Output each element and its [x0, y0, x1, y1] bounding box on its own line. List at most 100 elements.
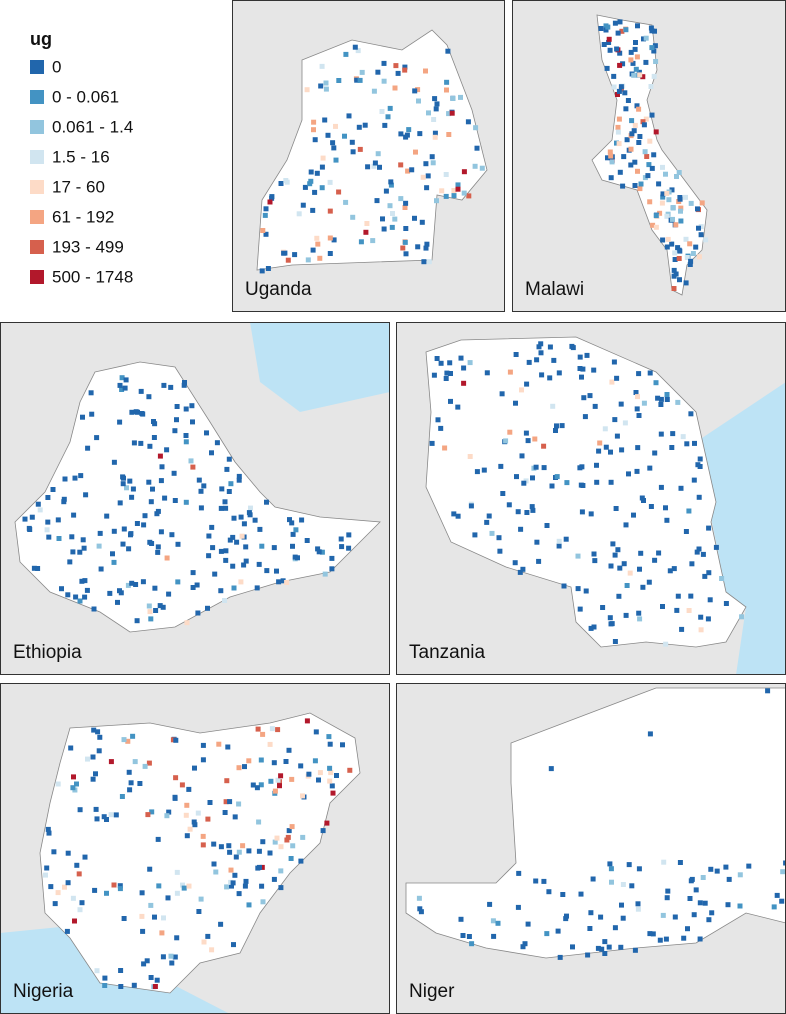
site-dot [687, 241, 693, 247]
site-dot [583, 588, 589, 594]
legend: 0 0 - 0.061 0.061 - 1.4 1.5 - 16 17 - 60 61 -… [30, 57, 133, 286]
site-dot [637, 186, 643, 192]
site-dot [290, 843, 296, 849]
site-dot [128, 780, 134, 786]
site-dot [223, 799, 229, 805]
site-dot [612, 20, 618, 26]
site-dot [331, 145, 337, 151]
site-dot [577, 606, 583, 612]
site-dot [315, 546, 321, 552]
site-dot [658, 431, 664, 437]
site-dot [642, 149, 648, 155]
site-dot [327, 741, 333, 747]
site-dot [187, 826, 193, 832]
site-dot [223, 557, 229, 563]
site-dot [611, 359, 617, 365]
site-dot [155, 836, 161, 842]
site-dot [45, 495, 51, 500]
site-dot [515, 509, 521, 515]
site-dot [172, 954, 178, 960]
site-dot [579, 374, 584, 380]
site-dot [647, 199, 653, 205]
site-dot [638, 550, 644, 556]
site-dot [577, 366, 583, 371]
site-dot [618, 944, 624, 950]
site-dot [675, 245, 681, 251]
site-dot [350, 149, 356, 155]
site-dot [696, 494, 702, 500]
site-dot [597, 440, 603, 446]
site-dot [616, 116, 622, 122]
site-dot [678, 218, 684, 224]
site-dot [681, 935, 687, 941]
site-dot [413, 149, 418, 155]
site-dot [524, 510, 530, 515]
site-dot [628, 49, 634, 55]
site-dot [619, 902, 624, 908]
site-dot [423, 161, 429, 167]
site-dot [117, 886, 123, 892]
site-dot [274, 835, 280, 841]
site-dot [211, 861, 217, 867]
site-dot [300, 202, 306, 208]
site-dot [473, 125, 479, 131]
site-dot [183, 406, 189, 412]
site-dot [211, 841, 217, 847]
site-dot [469, 941, 475, 947]
site-dot [127, 478, 133, 484]
site-dot [670, 216, 675, 222]
site-dot [198, 505, 204, 511]
site-dot [45, 519, 51, 525]
site-dot [339, 544, 345, 550]
site-dot [556, 543, 562, 549]
site-dot [516, 870, 522, 876]
site-dot [138, 440, 144, 446]
site-dot [304, 718, 310, 724]
site-dot [652, 43, 658, 49]
site-dot [371, 163, 377, 169]
site-dot [316, 777, 321, 783]
site-dot [123, 377, 129, 383]
site-dot [645, 173, 651, 179]
site-dot [61, 499, 67, 505]
site-dot [698, 224, 704, 230]
site-dot [129, 580, 135, 586]
panel-border [0, 322, 390, 675]
site-dot [663, 505, 668, 511]
site-dot [304, 87, 310, 93]
site-dot [317, 255, 323, 261]
site-dot [140, 579, 146, 585]
site-dot [323, 80, 329, 86]
site-dot [48, 884, 54, 890]
site-dot [140, 928, 146, 934]
site-dot [158, 529, 164, 535]
site-dot [357, 146, 363, 152]
site-dot [393, 63, 399, 69]
site-dot [702, 573, 708, 579]
site-dot [674, 174, 679, 179]
site-dot [640, 119, 646, 125]
site-dot [80, 414, 85, 420]
site-dot [667, 568, 673, 574]
site-dot [374, 198, 380, 204]
site-dot [346, 545, 352, 551]
site-dot [172, 794, 178, 800]
site-dot [648, 84, 654, 89]
site-dot [671, 286, 677, 291]
site-dot [403, 251, 409, 257]
site-dot [640, 74, 646, 80]
legend-label: 0.061 - 1.4 [52, 117, 133, 136]
site-dot [603, 444, 609, 450]
site-dot [521, 480, 527, 486]
site-dot [292, 554, 298, 560]
site-dot [375, 69, 381, 75]
site-dot [260, 839, 266, 845]
site-dot [417, 131, 423, 137]
site-dot [676, 170, 682, 175]
site-dot [425, 173, 431, 179]
site-dot [70, 549, 76, 555]
site-dot [231, 515, 237, 521]
site-dot [707, 597, 713, 603]
site-dot [700, 875, 706, 880]
site-dot [671, 566, 677, 572]
